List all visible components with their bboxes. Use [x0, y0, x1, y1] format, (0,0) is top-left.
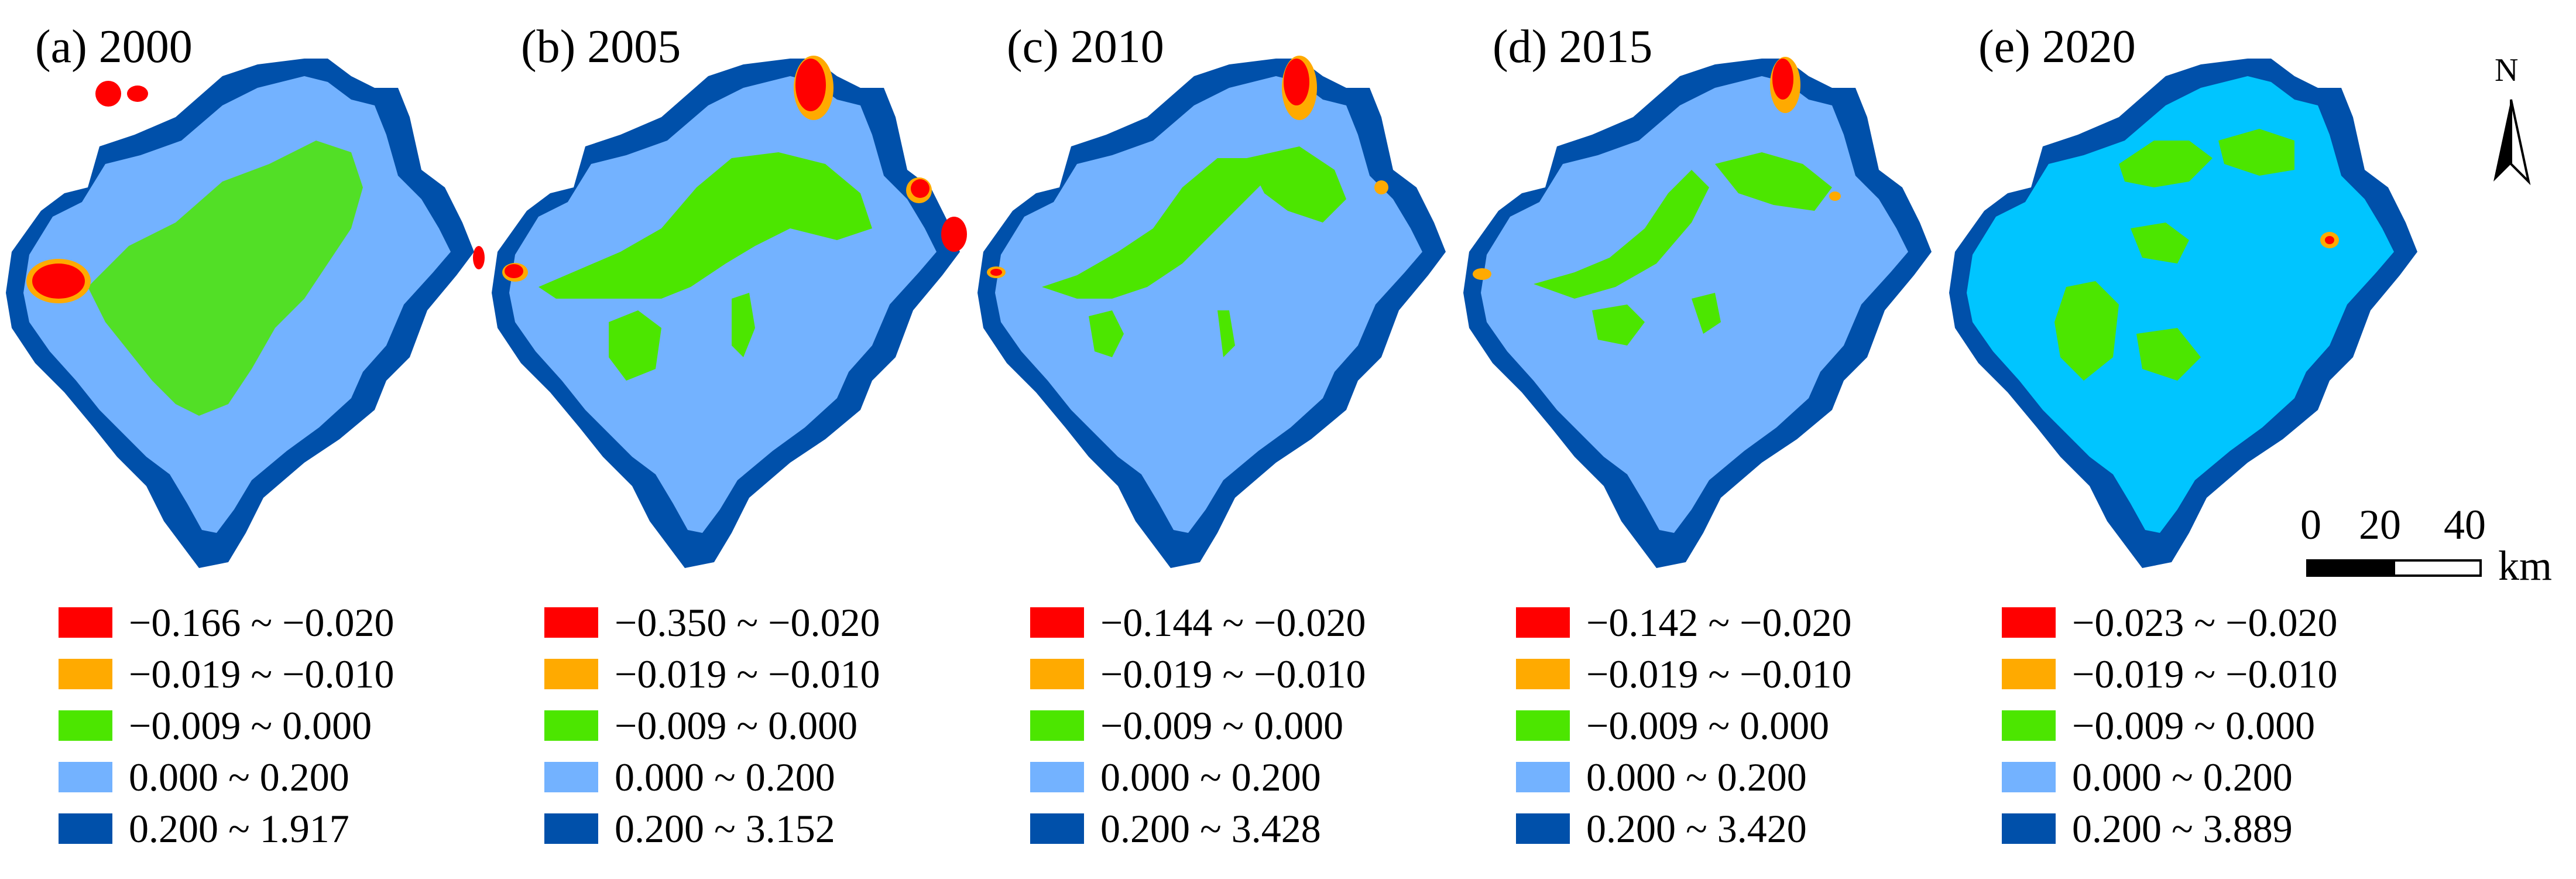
legend-swatch-dark-blue [2002, 813, 2056, 844]
legend-swatch-red [1030, 607, 1084, 638]
legend-label: −0.350 ~ −0.020 [615, 600, 880, 645]
legend-label: −0.019 ~ −0.010 [1586, 652, 1852, 696]
region-map [1949, 59, 2417, 568]
green-zones [538, 152, 872, 381]
legend-swatch-light-blue [59, 762, 112, 792]
legend-swatch-dark-blue [59, 813, 112, 844]
legend-label: −0.144 ~ −0.020 [1100, 600, 1366, 645]
legend-label: 0.000 ~ 0.200 [2072, 755, 2293, 799]
legend-label: −0.166 ~ −0.020 [129, 600, 395, 645]
legend-label: 0.000 ~ 0.200 [1586, 755, 1807, 799]
panel-title: (a) 2000 [35, 21, 193, 73]
region-map [1463, 57, 1932, 568]
legend-swatch-red [544, 607, 598, 638]
inner-area [995, 76, 1422, 533]
legend-swatch-red [1516, 607, 1570, 638]
map-panel-2000: (a) 2000 −0.166 ~ −0.020 −0.019 ~ −0.010… [0, 0, 486, 879]
red-hotspots [987, 56, 1388, 278]
legend-swatch-orange [544, 659, 598, 689]
map-panel-2015: (d) 2015 −0.142 ~ −0.020 −0.019 ~ −0.010… [1457, 0, 1943, 879]
region-map [492, 56, 967, 568]
legend-label: −0.009 ~ 0.000 [615, 703, 858, 748]
legend-swatch-red [2002, 607, 2056, 638]
legend-swatch-light-blue [2002, 762, 2056, 792]
legend-swatch-orange [2002, 659, 2056, 689]
legend-swatch-orange [1030, 659, 1084, 689]
legend-label: −0.019 ~ −0.010 [129, 652, 395, 696]
legend-label: −0.009 ~ 0.000 [1100, 703, 1344, 748]
inner-area [509, 76, 937, 533]
scale-unit: km [2498, 542, 2553, 589]
legend-swatch-orange [59, 659, 112, 689]
red-hotspots [2320, 232, 2339, 248]
legend-label: −0.142 ~ −0.020 [1586, 600, 1852, 645]
legend-swatch-green [59, 710, 112, 741]
panel-title: (d) 2015 [1493, 21, 1653, 73]
scale-tick-0: 0 [2300, 501, 2321, 548]
panel-title: (b) 2005 [521, 21, 681, 73]
legend-label: 0.200 ~ 1.917 [129, 806, 349, 851]
panel-title: (e) 2020 [1978, 21, 2136, 73]
legend-label: 0.200 ~ 3.420 [1586, 806, 1807, 851]
legend-swatch-light-blue [1030, 762, 1084, 792]
legend-label: −0.009 ~ 0.000 [2072, 703, 2316, 748]
legend-label: −0.023 ~ −0.020 [2072, 600, 2338, 645]
inner-area [1967, 76, 2394, 533]
legend-label: 0.200 ~ 3.889 [2072, 806, 2293, 851]
scale-bar [2306, 559, 2482, 577]
north-arrow-icon [2493, 99, 2531, 186]
scale-tick-40: 40 [2444, 501, 2486, 548]
legend-label: 0.200 ~ 3.428 [1100, 806, 1321, 851]
legend-swatch-green [1030, 710, 1084, 741]
legend-swatch-green [1516, 710, 1570, 741]
green-zones [2054, 129, 2294, 381]
legend-swatch-dark-blue [544, 813, 598, 844]
green-zones [88, 141, 363, 416]
legend-swatch-green [2002, 710, 2056, 741]
region-map [977, 56, 1446, 568]
legend-swatch-orange [1516, 659, 1570, 689]
red-hotspots [502, 56, 967, 282]
region-map [6, 59, 485, 568]
map-panel-2020: (e) 2020 −0.023 ~ −0.020 −0.019 ~ −0.010… [1943, 0, 2429, 879]
legend-label: −0.009 ~ 0.000 [129, 703, 372, 748]
scale-tick-20: 20 [2359, 501, 2401, 548]
legend-swatch-dark-blue [1516, 813, 1570, 844]
legend-label: −0.009 ~ 0.000 [1586, 703, 1830, 748]
north-label: N [2495, 52, 2519, 88]
legend-label: 0.000 ~ 0.200 [1100, 755, 1321, 799]
legend-label: −0.019 ~ −0.010 [2072, 652, 2338, 696]
panel-title: (c) 2010 [1007, 21, 1164, 73]
legend-label: −0.019 ~ −0.010 [1100, 652, 1366, 696]
red-hotspots [1473, 57, 1841, 280]
legend-swatch-green [544, 710, 598, 741]
green-zones [1534, 152, 1832, 346]
legend-swatch-light-blue [544, 762, 598, 792]
map-panel-2005: (b) 2005 −0.350 ~ −0.020 −0.019 ~ −0.010… [486, 0, 972, 879]
legend-swatch-light-blue [1516, 762, 1570, 792]
green-zones [1042, 146, 1346, 357]
map-panel-2010: (c) 2010 −0.144 ~ −0.020 −0.019 ~ −0.010… [972, 0, 1457, 879]
legend-swatch-red [59, 607, 112, 638]
red-hotspots [26, 81, 485, 303]
legend-label: 0.200 ~ 3.152 [615, 806, 835, 851]
legend-label: 0.000 ~ 0.200 [615, 755, 835, 799]
legend-label: 0.000 ~ 0.200 [129, 755, 349, 799]
legend-swatch-dark-blue [1030, 813, 1084, 844]
legend-label: −0.019 ~ −0.010 [615, 652, 880, 696]
